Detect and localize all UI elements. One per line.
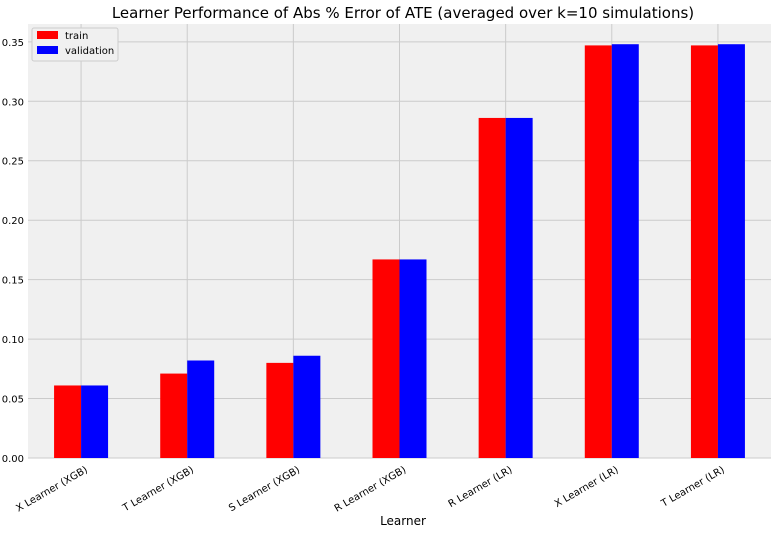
y-tick-label: 0.00 xyxy=(2,454,24,465)
x-tick-label: R Learner (XGB) xyxy=(333,465,409,515)
y-tick-label: 0.30 xyxy=(2,97,24,108)
y-tick-label: 0.15 xyxy=(2,276,24,287)
bar-validation xyxy=(81,385,109,458)
bar-train xyxy=(584,45,612,458)
x-tick-label: X Learner (LR) xyxy=(553,465,621,510)
bar-train xyxy=(54,385,82,458)
y-tick-label: 0.10 xyxy=(2,335,24,346)
legend: train validation xyxy=(31,27,119,62)
bar-train xyxy=(372,259,400,458)
bar-validation xyxy=(187,360,215,458)
x-axis-label: Learner xyxy=(380,514,426,528)
bar-validation xyxy=(399,259,427,458)
x-tick-label: R Learner (LR) xyxy=(447,465,515,510)
y-tick-label: 0.05 xyxy=(2,395,24,406)
x-tick-label: S Learner (XGB) xyxy=(227,465,302,515)
bar-validation xyxy=(717,44,745,459)
y-tick-label: 0.35 xyxy=(2,38,24,49)
x-tick-label: T Learner (LR) xyxy=(659,465,727,511)
bar-validation xyxy=(611,44,639,459)
bar-train xyxy=(160,373,188,458)
y-tick-label: 0.25 xyxy=(2,157,24,168)
legend-label-train: train xyxy=(65,31,88,42)
bar-train xyxy=(478,117,506,458)
bar-validation xyxy=(293,355,321,458)
legend-swatch-validation xyxy=(37,46,58,54)
x-tick-label: T Learner (XGB) xyxy=(120,465,196,515)
bar-validation xyxy=(505,117,533,458)
legend-swatch-train xyxy=(37,31,58,39)
bar-train xyxy=(266,362,294,458)
y-tick-label: 0.20 xyxy=(2,216,24,227)
bars xyxy=(54,44,745,459)
legend-label-validation: validation xyxy=(65,46,114,57)
bar-train xyxy=(690,45,718,458)
x-tick-label: X Learner (XGB) xyxy=(14,465,89,515)
chart-title: Learner Performance of Abs % Error of AT… xyxy=(112,4,694,22)
